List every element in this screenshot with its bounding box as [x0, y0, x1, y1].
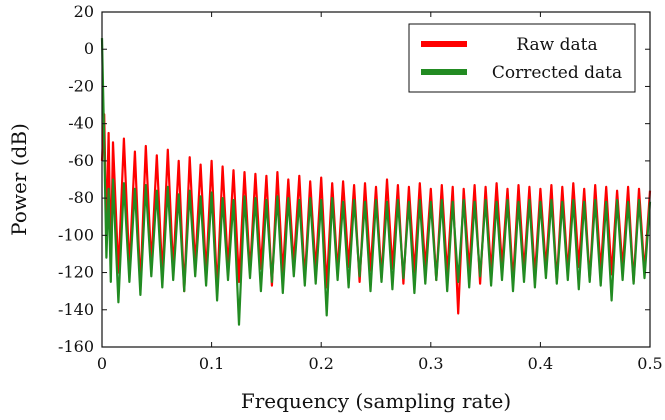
y-tick-label: -60 [68, 151, 94, 170]
legend-label-raw-data: Raw data [516, 35, 597, 55]
y-tick-label: 20 [74, 2, 94, 21]
y-tick-label: -100 [58, 225, 94, 244]
series-layer [100, 38, 652, 326]
y-tick-label: -160 [58, 337, 94, 356]
x-tick-labels: 0 0.1 0.2 0.3 0.4 0.5 [97, 354, 663, 373]
y-tick-label: 0 [84, 39, 94, 58]
y-tick-labels: -160 -140 -120 -100 -80 -60 -40 -20 0 20 [58, 2, 94, 356]
y-axis-title: Power (dB) [7, 123, 31, 236]
x-tick-label: 0.4 [528, 354, 553, 373]
plot-frame [101, 11, 651, 348]
y-tick-label: -40 [68, 114, 94, 133]
plot-area [100, 11, 652, 348]
legend-label-corrected-data: Corrected data [492, 63, 622, 83]
y-tick-label: -80 [68, 188, 94, 207]
y-tick-label: -140 [58, 300, 94, 319]
x-axis-title: Frequency (sampling rate) [241, 389, 511, 413]
x-tick-label: 0.5 [637, 354, 662, 373]
x-tick-label: 0 [97, 354, 107, 373]
legend: Raw data Corrected data [408, 23, 636, 93]
x-tick-label: 0.3 [418, 354, 443, 373]
series-line-corrected-data [100, 38, 652, 326]
x-tick-label: 0.2 [308, 354, 333, 373]
y-tick-label: -20 [68, 76, 94, 95]
x-tick-label: 0.1 [199, 354, 224, 373]
legend-box [408, 23, 636, 93]
y-tick-label: -120 [58, 263, 94, 282]
